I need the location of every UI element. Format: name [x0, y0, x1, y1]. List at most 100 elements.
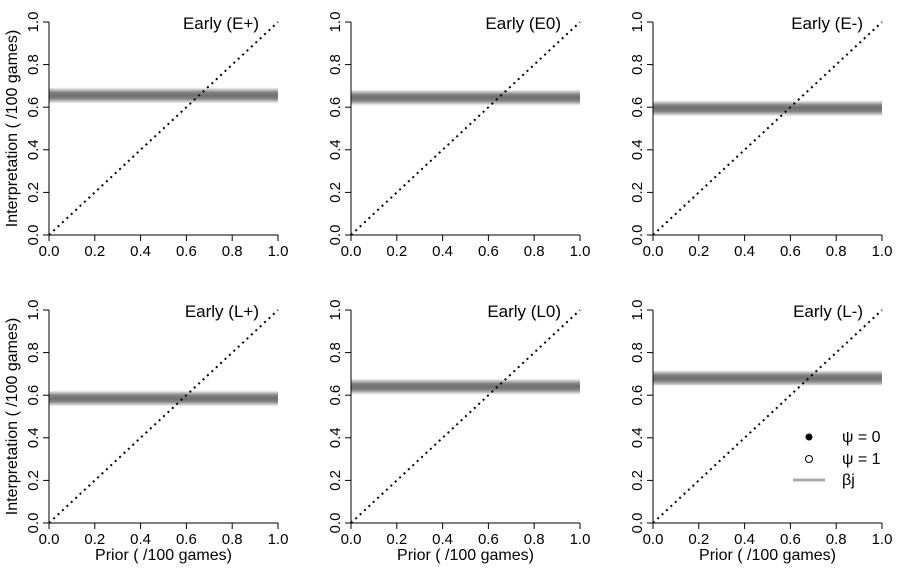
- x-tick-label: 1.0: [872, 531, 893, 548]
- legend-marker-psi1: [805, 455, 813, 463]
- x-tick-label: 0.2: [84, 243, 105, 260]
- y-tick-label: 0.4: [327, 139, 344, 160]
- legend: ψ = 0 ψ = 1 βj: [793, 429, 881, 489]
- y-tick-label: 0.0: [327, 225, 344, 246]
- band-series: [653, 370, 882, 387]
- x-tick-label: 1.0: [268, 531, 289, 548]
- legend-label-psi1: ψ = 1: [842, 451, 881, 468]
- band-series: [653, 100, 882, 117]
- y-tick-label: 0.0: [327, 513, 344, 534]
- band-series: [49, 87, 278, 104]
- y-tick-label: 1.0: [629, 300, 646, 321]
- y-axis-label: Interpretation ( /100 games): [4, 318, 21, 515]
- legend-marker-psi0: [805, 433, 813, 441]
- y-tick-label: 1.0: [25, 12, 42, 33]
- y-tick-label: 0.6: [327, 385, 344, 406]
- y-tick-label: 0.0: [25, 513, 42, 534]
- y-tick-label: 0.4: [327, 427, 344, 448]
- identity-line: [350, 309, 581, 524]
- x-tick-label: 0.8: [524, 531, 545, 548]
- y-tick-label: 0.2: [629, 182, 646, 203]
- x-tick-label: 0.6: [176, 243, 197, 260]
- band-series: [351, 378, 580, 395]
- x-tick-label: 0.2: [688, 243, 709, 260]
- x-tick-label: 0.0: [341, 243, 362, 260]
- panel-3: 0.0 0.2 0.4 0.6 0.8 1.0 0.0 0.2 0.4 0.6 0.8 1.0 Earl…: [629, 12, 892, 260]
- y-tick-label: 0.2: [25, 470, 42, 491]
- panel-4: 0.0 0.2 0.4 0.6 0.8 1.0 0.0 0.2 0.4 0.6 0.8 1.0 Earl…: [4, 300, 288, 564]
- panel-title: Early (L-): [793, 302, 863, 321]
- panel-1: 0.0 0.2 0.4 0.6 0.8 1.0 0.0 0.2 0.4 0.6 0.8 1.0 Earl…: [4, 12, 288, 260]
- x-tick-label: 0.0: [643, 243, 664, 260]
- x-tick-label: 0.4: [432, 243, 453, 260]
- x-tick-label: 0.0: [643, 531, 664, 548]
- panel-title: Early (L+): [185, 302, 259, 321]
- y-tick-label: 0.8: [25, 54, 42, 75]
- x-tick-label: 0.6: [780, 531, 801, 548]
- y-tick-label: 0.2: [629, 470, 646, 491]
- x-tick-label: 0.4: [130, 243, 151, 260]
- y-tick-label: 0.8: [629, 54, 646, 75]
- x-tick-label: 0.0: [39, 243, 60, 260]
- band-series: [351, 89, 580, 106]
- panel-title: Early (E0): [485, 14, 561, 33]
- x-tick-label: 0.2: [688, 531, 709, 548]
- y-tick-label: 0.4: [25, 427, 42, 448]
- y-tick-label: 0.2: [327, 470, 344, 491]
- y-tick-label: 0.2: [25, 182, 42, 203]
- x-tick-label: 0.0: [39, 531, 60, 548]
- y-tick-label: 0.8: [327, 342, 344, 363]
- y-tick-label: 0.4: [629, 427, 646, 448]
- panel-title: Early (E+): [183, 14, 259, 33]
- panel-5: 0.0 0.2 0.4 0.6 0.8 1.0 0.0 0.2 0.4 0.6 0.8 1.0 Earl…: [327, 300, 590, 564]
- y-tick-label: 0.2: [327, 182, 344, 203]
- x-tick-label: 0.6: [478, 243, 499, 260]
- panel-2: 0.0 0.2 0.4 0.6 0.8 1.0 0.0 0.2 0.4 0.6 0.8 1.0 Earl…: [327, 12, 590, 260]
- y-tick-label: 1.0: [25, 300, 42, 321]
- x-tick-label: 0.6: [780, 243, 801, 260]
- x-tick-label: 0.4: [734, 531, 755, 548]
- identity-line: [350, 21, 581, 236]
- identity-line: [652, 21, 883, 236]
- x-tick-label: 0.4: [734, 243, 755, 260]
- x-tick-label: 0.8: [524, 243, 545, 260]
- x-axis-label: Prior ( /100 games): [699, 547, 836, 564]
- legend-label-psi0: ψ = 0: [842, 429, 881, 446]
- x-tick-label: 0.2: [386, 531, 407, 548]
- x-tick-label: 0.0: [341, 531, 362, 548]
- y-tick-label: 0.6: [629, 97, 646, 118]
- y-tick-label: 1.0: [629, 12, 646, 33]
- x-axis-label: Prior ( /100 games): [95, 547, 232, 564]
- x-tick-label: 1.0: [268, 243, 289, 260]
- panel-title: Early (L0): [487, 302, 561, 321]
- y-tick-label: 0.0: [629, 513, 646, 534]
- y-tick-label: 0.8: [629, 342, 646, 363]
- x-tick-label: 0.4: [130, 531, 151, 548]
- y-tick-label: 0.0: [25, 225, 42, 246]
- y-tick-label: 0.6: [25, 97, 42, 118]
- y-tick-label: 0.8: [25, 342, 42, 363]
- y-tick-label: 0.8: [327, 54, 344, 75]
- y-tick-label: 0.6: [327, 97, 344, 118]
- x-axis-label: Prior ( /100 games): [397, 547, 534, 564]
- band-series: [49, 390, 278, 407]
- x-tick-label: 0.8: [222, 531, 243, 548]
- panel-title: Early (E-): [791, 14, 863, 33]
- y-tick-label: 0.4: [629, 139, 646, 160]
- identity-line: [652, 309, 883, 524]
- x-tick-label: 1.0: [570, 243, 591, 260]
- legend-label-beta: βj: [842, 472, 855, 489]
- y-tick-label: 0.6: [25, 385, 42, 406]
- x-tick-label: 0.8: [826, 243, 847, 260]
- y-tick-label: 0.0: [629, 225, 646, 246]
- y-tick-label: 0.4: [25, 139, 42, 160]
- x-tick-label: 1.0: [872, 243, 893, 260]
- x-tick-label: 0.6: [176, 531, 197, 548]
- x-tick-label: 0.4: [432, 531, 453, 548]
- y-axis-label: Interpretation ( /100 games): [4, 30, 21, 227]
- identity-line: [48, 309, 279, 524]
- identity-line: [48, 21, 279, 236]
- y-tick-label: 1.0: [327, 300, 344, 321]
- x-tick-label: 0.6: [478, 531, 499, 548]
- y-tick-label: 0.6: [629, 385, 646, 406]
